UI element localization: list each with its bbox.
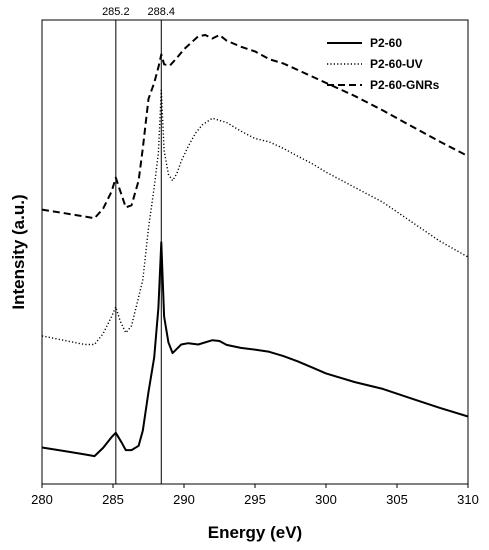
x-tick-label: 285 bbox=[102, 492, 124, 507]
legend-entry-label: P2-60-GNRs bbox=[370, 78, 440, 92]
x-tick-label: 280 bbox=[31, 492, 53, 507]
series-line-p2-60-uv bbox=[41, 89, 469, 346]
x-tick-label: 295 bbox=[244, 492, 266, 507]
y-axis-label: Intensity (a.u.) bbox=[9, 194, 28, 309]
series-line-p2-60-gnrs bbox=[41, 34, 469, 220]
reference-line-label: 288.4 bbox=[148, 6, 176, 18]
x-tick-label: 300 bbox=[315, 492, 337, 507]
x-axis-label: Energy (eV) bbox=[208, 523, 302, 542]
x-tick-label: 305 bbox=[386, 492, 408, 507]
annotation-layer: 285.2 288.4 bbox=[102, 6, 175, 484]
series-line-p2-60 bbox=[41, 241, 469, 458]
x-tick-label: 310 bbox=[457, 492, 479, 507]
legend-entry-label: P2-60 bbox=[370, 36, 402, 50]
series-layer bbox=[41, 34, 469, 458]
legend-entry-label: P2-60-UV bbox=[370, 57, 423, 71]
legend: P2-60 P2-60-UV P2-60-GNRs bbox=[327, 36, 440, 92]
x-axis: 280 285 290 295 300 305 310 bbox=[31, 484, 479, 507]
x-tick-label: 290 bbox=[173, 492, 195, 507]
reference-line-label: 285.2 bbox=[102, 6, 130, 18]
